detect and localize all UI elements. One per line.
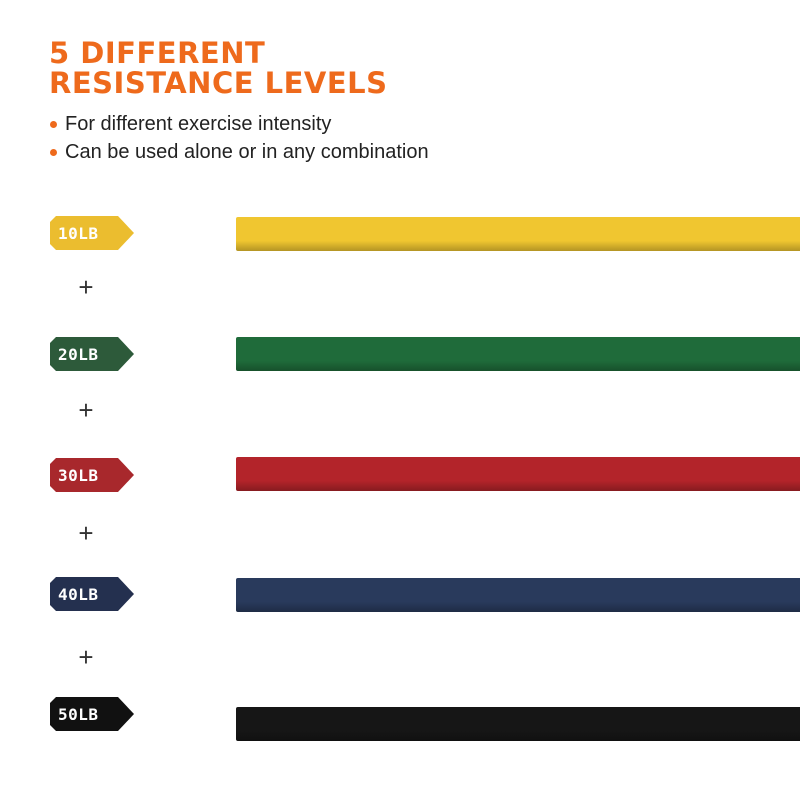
level-tag-40lb: 40LB bbox=[50, 577, 134, 611]
feature-item: Can be used alone or in any combination bbox=[50, 138, 429, 166]
feature-item: For different exercise intensity bbox=[50, 110, 429, 138]
feature-list: For different exercise intensity Can be … bbox=[50, 110, 429, 166]
band-50lb bbox=[236, 707, 800, 741]
plus-icon: + bbox=[78, 272, 94, 302]
band-30lb bbox=[236, 457, 800, 491]
feature-text: For different exercise intensity bbox=[65, 112, 332, 135]
band-20lb bbox=[236, 337, 800, 371]
plus-icon: + bbox=[78, 518, 94, 548]
bullet-dot-icon bbox=[50, 120, 57, 128]
headline-line-2: RESISTANCE LEVELS bbox=[49, 66, 388, 100]
plus-icon: + bbox=[78, 642, 94, 672]
bullet-dot-icon bbox=[50, 148, 57, 156]
level-tag-50lb: 50LB bbox=[50, 697, 134, 731]
headline-line-1: 5 DIFFERENT bbox=[49, 36, 266, 70]
level-tag-10lb: 10LB bbox=[50, 216, 134, 250]
level-tag-20lb: 20LB bbox=[50, 337, 134, 371]
feature-text: Can be used alone or in any combination bbox=[65, 140, 429, 163]
band-40lb bbox=[236, 578, 800, 612]
level-tag-30lb: 30LB bbox=[50, 458, 134, 492]
band-10lb bbox=[236, 217, 800, 251]
headline: 5 DIFFERENT RESISTANCE LEVELS bbox=[49, 38, 388, 98]
plus-icon: + bbox=[78, 395, 94, 425]
